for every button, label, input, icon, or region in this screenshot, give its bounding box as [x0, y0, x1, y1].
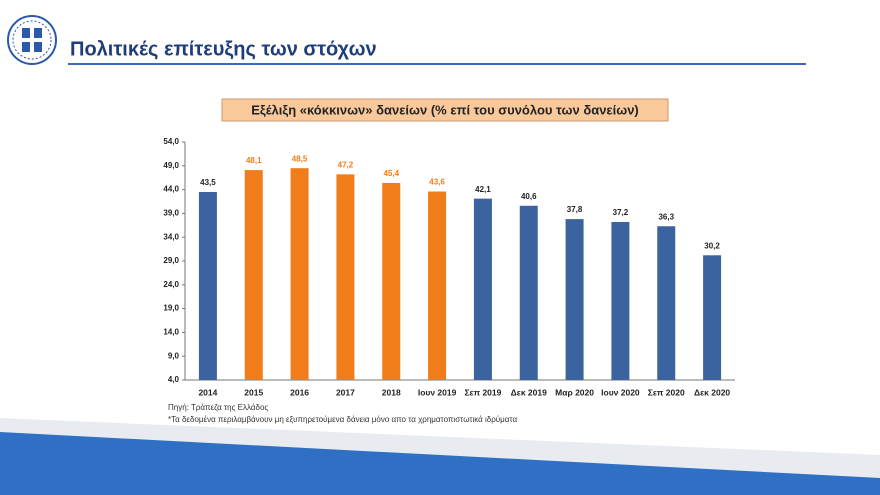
y-tick-label: 39,0	[163, 209, 179, 218]
bar	[565, 219, 584, 380]
x-tick-label: 2015	[244, 387, 263, 397]
value-label: 48,1	[246, 156, 262, 165]
y-tick-label: 4,0	[168, 375, 180, 384]
value-label: 48,5	[292, 154, 308, 163]
y-tick-label: 44,0	[163, 185, 179, 194]
y-tick-label: 24,0	[163, 280, 179, 289]
value-label: 37,2	[613, 208, 629, 217]
x-tick-label: 2014	[198, 387, 217, 397]
value-label: 42,1	[475, 185, 491, 194]
y-tick-label: 14,0	[163, 328, 179, 337]
chart-title-box	[221, 98, 669, 122]
value-label: 43,5	[200, 178, 216, 187]
value-label: 36,3	[658, 212, 674, 221]
source: Πηγή: Τράπεζα της Ελλάδος	[168, 403, 268, 412]
x-tick-label: Μαρ 2020	[555, 387, 594, 397]
x-tick-label: Δεκ 2020	[694, 387, 730, 397]
bar	[519, 205, 538, 380]
x-tick-label: 2018	[382, 387, 401, 397]
bar	[382, 182, 401, 380]
bar	[198, 191, 217, 380]
background-wedge	[0, 432, 880, 495]
y-tick-label: 9,0	[168, 351, 180, 360]
x-tick-label: Σεπ 2019	[464, 387, 501, 397]
y-tick-label: 29,0	[163, 256, 179, 265]
x-tick-label: Ιουν 2019	[418, 387, 457, 397]
slide-title: Πολιτικές επίτευξης των στόχων	[70, 38, 377, 60]
note: *Τα δεδομένα περιλαμβάνουν μη εξυπηρετού…	[168, 415, 517, 424]
x-tick-label: Σεπ 2020	[648, 387, 685, 397]
bar	[703, 255, 722, 380]
bar	[290, 168, 309, 380]
bar	[336, 174, 355, 380]
x-tick-label: 2016	[290, 387, 309, 397]
bar	[611, 221, 630, 380]
logo	[7, 15, 57, 65]
value-label: 47,2	[338, 160, 354, 169]
chart-title: Εξέλιξη «κόκκινων» δανείων (% επί του συ…	[251, 102, 639, 117]
y-tick-label: 49,0	[163, 161, 179, 170]
value-label: 30,2	[704, 241, 720, 250]
bar	[657, 226, 676, 380]
y-tick-label: 54,0	[163, 137, 179, 146]
y-tick-label: 19,0	[163, 304, 179, 313]
bar	[244, 170, 263, 380]
y-tick-label: 34,0	[163, 232, 179, 241]
value-label: 43,6	[429, 178, 445, 187]
x-tick-label: Δεκ 2019	[511, 387, 547, 397]
value-label: 45,4	[383, 169, 399, 178]
value-label: 40,6	[521, 192, 537, 201]
value-label: 37,8	[567, 205, 583, 214]
bar	[428, 191, 447, 380]
x-tick-label: Ιουν 2020	[601, 387, 640, 397]
x-tick-label: 2017	[336, 387, 355, 397]
bar	[473, 198, 492, 380]
